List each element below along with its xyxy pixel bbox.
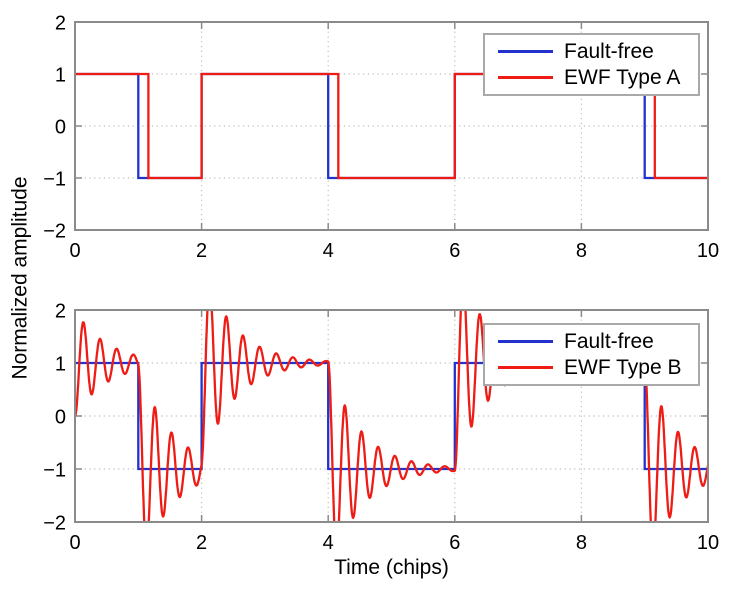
y-tick-label: 0 (55, 407, 66, 429)
y-tick-label: −2 (43, 513, 66, 535)
legend-entry: EWF Type A (485, 67, 698, 88)
x-tick-label: 6 (449, 240, 460, 262)
legend-entry: EWF Type B (485, 357, 698, 378)
y-tick-label: −2 (43, 221, 66, 243)
y-tick-label: 1 (55, 354, 66, 376)
legend-top: Fault-free EWF Type A (483, 33, 700, 96)
y-tick-label: 2 (55, 13, 66, 35)
y-tick-label: −1 (43, 169, 66, 191)
y-axis-label: Normalized amplitude (8, 176, 32, 380)
x-tick-label: 4 (323, 532, 334, 554)
legend-entry-label: Fault-free (564, 329, 654, 353)
y-tick-label: −1 (43, 460, 66, 482)
ewf-type-b-line-sample (498, 366, 553, 370)
x-tick-label: 0 (69, 240, 80, 262)
axes-border (74, 21, 709, 231)
legend-bottom: Fault-free EWF Type B (483, 323, 700, 386)
y-tick-label: 1 (55, 65, 66, 87)
x-tick-label: 8 (576, 240, 587, 262)
legend-entry-label: Fault-free (564, 39, 654, 63)
legend-entry: Fault-free (485, 41, 698, 62)
axes-border (74, 309, 709, 523)
x-tick-label: 6 (449, 532, 460, 554)
y-tick-label: 2 (55, 301, 66, 323)
legend-entry-label: EWF Type A (564, 66, 681, 90)
x-tick-label: 0 (69, 532, 80, 554)
legend-entry-label: EWF Type B (564, 356, 682, 380)
x-tick-label: 8 (576, 532, 587, 554)
x-tick-label: 4 (323, 240, 334, 262)
x-tick-label: 10 (697, 532, 719, 554)
x-tick-label: 2 (196, 240, 207, 262)
bottom-plot: 0 2 4 6 8 10 −2 −1 0 1 2 (43, 301, 719, 555)
fault-free-line-sample (498, 339, 553, 343)
legend-entry: Fault-free (485, 331, 698, 352)
ewf-type-a-line-sample (498, 76, 553, 80)
x-tick-label: 2 (196, 532, 207, 554)
y-tick-label: 0 (55, 117, 66, 139)
x-axis-label: Time (chips) (334, 556, 449, 579)
fault-free-line-sample (498, 49, 553, 53)
x-tick-label: 10 (697, 240, 719, 262)
